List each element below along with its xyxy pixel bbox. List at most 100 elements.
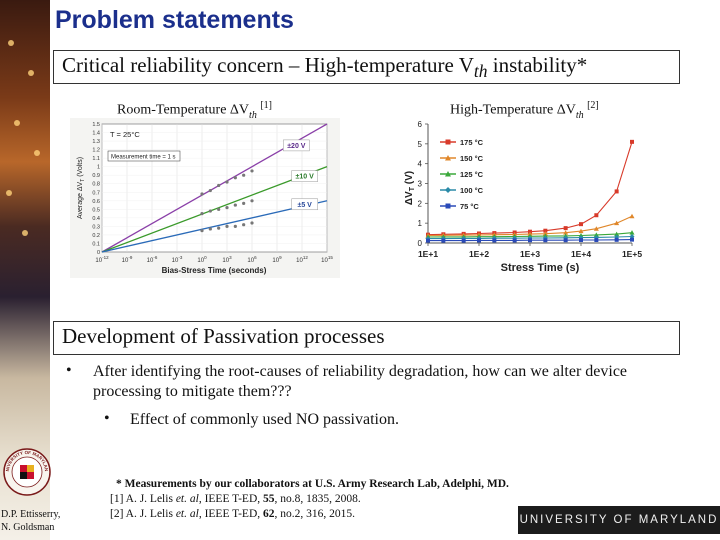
bullet-text-1: After identifying the root-causes of rel… [93,362,713,402]
left-y-tick-label: 0.7 [92,190,100,196]
slide-title: Problem statements [55,6,294,34]
left-y-tick-label: 0 [97,250,100,256]
left-series-line [101,200,328,253]
right-data-point [512,238,517,243]
right-y-tick-label: 5 [418,140,423,149]
right-caption-text: High-Temperature ΔV [450,102,576,118]
left-data-point [233,224,237,228]
left-data-point [233,203,237,207]
left-series-line [101,166,328,253]
right-data-point [630,139,634,144]
section-header-text: Critical reliability concern – High-temp… [62,53,474,77]
left-series-label: ±10 V [296,174,315,181]
section-header-subscript: th [473,61,488,82]
right-data-point [563,238,568,243]
right-legend-marker [445,155,451,161]
room-temperature-chart: 1.5 1.4 1.3 1.2 1.1 1 0.9 0.8 0.7 0.6 0.5 0.4 0.3 0.2… [70,118,340,278]
left-data-point [225,180,229,184]
right-data-point [594,213,599,218]
right-data-point [477,238,481,243]
right-data-point [563,226,568,231]
right-data-point [492,238,497,243]
left-x-tick-label: 103 [222,255,232,264]
high-temperature-chart: 6 5 4 3 2 1 0 1E+1 1E+2 1E+3 1E+4 1E+5 175 °C 150 °… [400,118,645,276]
left-y-tick-label: 1.2 [92,148,100,154]
section-header-passivation-text: Development of Passivation processes [62,324,385,348]
left-series-label-box [283,139,310,152]
right-x-tick-label: 1E+1 [418,249,438,259]
right-data-point [579,222,583,227]
left-ylabel: Average ΔVT (Volts) [77,157,86,219]
left-x-tick-label: 10-12 [95,255,109,264]
left-data-point [225,224,229,228]
university-banner-text: UNIVERSITY OF MARYLAND [519,514,719,526]
left-y-tick-label: 1.1 [92,156,100,162]
right-x-tick-label: 1E+3 [520,249,540,259]
right-data-point [563,230,569,235]
right-legend-label: 75 °C [460,202,479,211]
left-x-tick-label: 10-3 [172,255,183,264]
authors: D.P. Ettisserry, N. Goldsman [1,508,60,534]
left-data-point [200,212,204,216]
left-data-point [217,226,221,230]
left-data-point [233,176,237,180]
right-legend-marker [445,139,451,145]
reference-2: [2] A. J. Lelis et. al, IEEE T-ED, 62, n… [110,508,356,520]
right-data-point [461,238,466,243]
right-data-point [614,220,620,226]
right-legend-label: 175 °C [460,138,484,147]
section-header-passivation: Development of Passivation processes [53,321,680,355]
right-x-tick-label: 1E+5 [622,249,642,259]
right-y-tick-label: 4 [418,160,423,169]
right-data-point [543,238,548,243]
left-x-tick-label: 10-6 [147,255,158,264]
left-y-tick-label: 1.5 [92,122,100,128]
left-data-point [217,183,221,188]
right-data-point [528,238,532,243]
reference-1: [1] A. J. Lelis et. al, IEEE T-ED, 55, n… [110,493,361,505]
left-series-label-box [291,170,318,182]
left-y-tick-label: 0.9 [92,173,100,179]
left-series-label: ±5 V [297,202,312,209]
left-data-point [225,206,229,210]
left-note-time: Measurement time = 1 s [111,155,176,161]
right-y-tick-label: 2 [418,199,423,208]
left-y-tick-label: 0.3 [92,224,100,230]
reference-note: * Measurements by our collaborators at U… [116,478,509,490]
right-data-point [593,226,599,231]
right-data-point [426,238,430,243]
author-line-2: N. Goldsman [1,522,55,533]
left-caption-sub: th [249,109,257,121]
right-xlabel: Stress Time (s) [501,262,580,274]
left-y-tick-label: 0.6 [92,199,100,205]
left-x-tick-label: 10-9 [122,255,133,264]
bullet-text-2: Effect of commonly used NO passivation. [130,411,399,428]
left-y-tick-label: 1.4 [92,131,100,137]
right-legend-marker [445,171,451,177]
right-data-point [593,232,599,237]
right-data-point [629,230,635,235]
bullet-marker-2: • [104,410,110,427]
left-data-point [208,227,212,231]
right-data-point [614,237,619,242]
left-series-label: ±20 V [287,143,306,150]
right-data-point [579,238,583,243]
left-data-point [250,169,254,173]
university-banner: UNIVERSITY OF MARYLAND [518,506,720,534]
left-note-temp: T = 25°C [110,130,140,139]
left-y-tick-label: 0.2 [92,233,100,239]
right-y-tick-label: 1 [418,219,423,228]
section-header-tail: instability* [487,53,588,77]
right-data-point [630,237,634,242]
right-x-tick-label: 1E+4 [571,249,591,259]
right-data-point [542,231,548,236]
right-caption-sub: th [575,109,584,121]
left-caption-text: Room-Temperature ΔV [117,102,250,118]
right-data-point [614,189,619,194]
left-data-point [250,199,254,203]
right-data-point [441,238,446,243]
left-y-tick-label: 0.1 [92,241,100,247]
left-x-tick-label: 100 [197,255,207,264]
bullet-marker-1: • [66,362,72,379]
left-y-tick-label: 1.3 [92,139,100,145]
